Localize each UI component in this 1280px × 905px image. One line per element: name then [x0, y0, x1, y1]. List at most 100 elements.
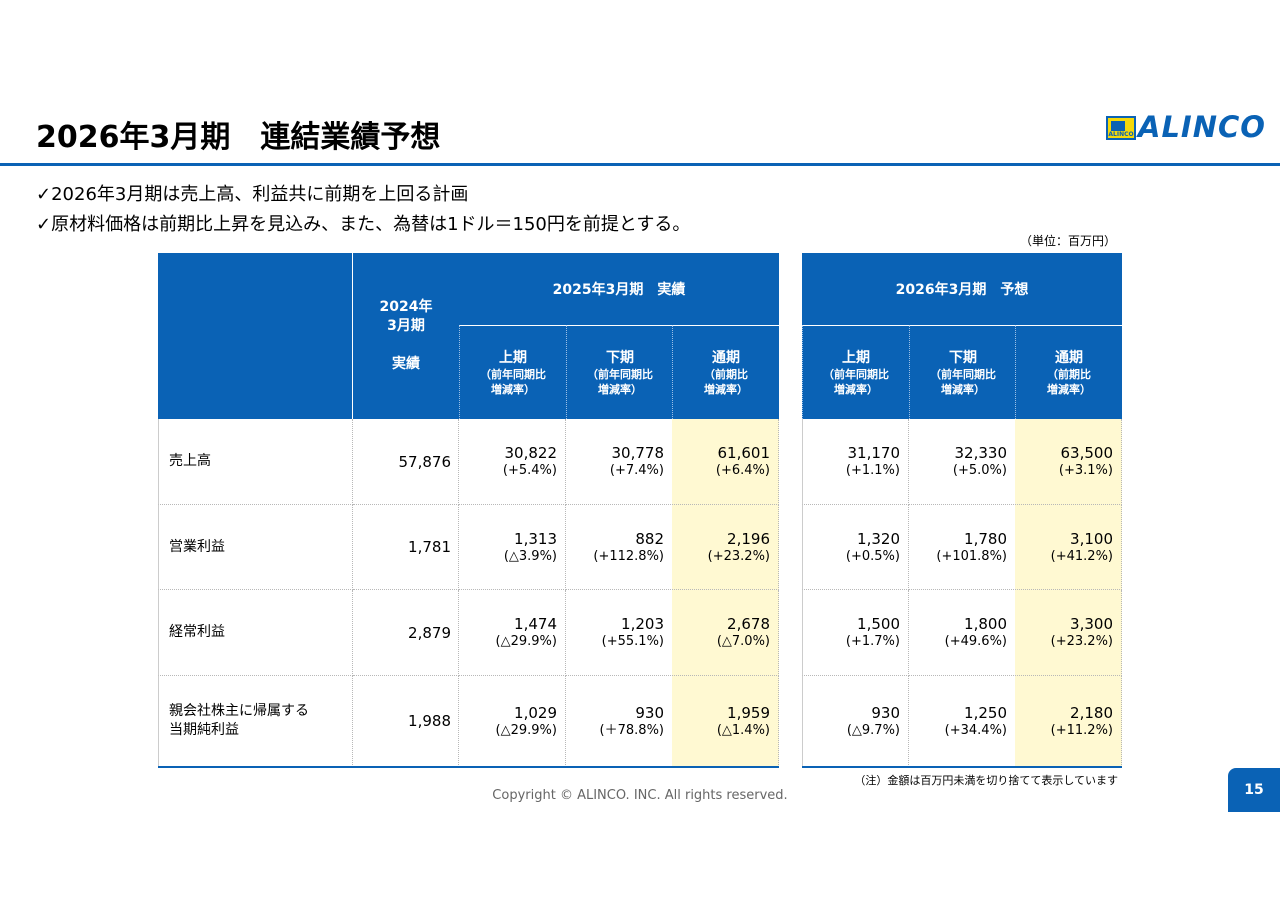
sub-header-name: 下期	[949, 349, 977, 366]
sub-header-name: 通期	[712, 349, 740, 366]
value: 30,822	[504, 444, 558, 462]
footnote: （注）金額は百万円未満を切り捨てて表示しています	[854, 774, 1118, 787]
sub-header-note: 増減率）	[491, 382, 535, 396]
sub-header-note: （前年同期比	[480, 367, 546, 381]
page-number: 15	[1228, 768, 1280, 812]
change: (+5.0%)	[952, 463, 1007, 478]
change: (+0.5%)	[845, 548, 900, 564]
value: 32,330	[954, 444, 1008, 462]
change: (+1.1%)	[845, 463, 900, 478]
value-cell: 1,203 (+55.1%)	[566, 590, 673, 676]
value-cell: 63,500 (+3.1%)	[1015, 419, 1122, 505]
sub-header-name: 上期	[842, 349, 870, 366]
value-cell: 30,778 (+7.4%)	[566, 419, 673, 505]
change: (△29.9%)	[495, 634, 557, 649]
change: (△1.4%)	[716, 722, 770, 738]
sub-header-name: 下期	[606, 349, 634, 366]
bullet: ✓2026年3月期は売上高、利益共に前期を上回る計画	[36, 184, 469, 205]
sub-header-name: 上期	[499, 349, 527, 366]
table-bottom-rule	[158, 766, 779, 768]
header-text: 実績	[392, 356, 420, 372]
value-cell: 31,170 (+1.1%)	[802, 419, 909, 505]
value: 1,250	[964, 703, 1007, 722]
change: (+3.1%)	[1058, 463, 1113, 478]
change: (+23.2%)	[707, 548, 770, 564]
sub-header: 下期 （前年同期比 増減率）	[566, 325, 673, 419]
value-cell: 1,800 (+49.6%)	[909, 590, 1016, 676]
change: (+101.8%)	[936, 548, 1007, 564]
slide-title: 2026年3月期 連結業績予想	[36, 120, 441, 155]
value: 61,601	[717, 444, 771, 462]
value-cell: 1,250 (+34.4%)	[909, 676, 1016, 767]
row-label-text: 当期純利益	[169, 722, 239, 738]
value-cell: 2,678 (△7.0%)	[672, 590, 779, 676]
sub-header-note: 増減率）	[834, 382, 878, 396]
value-cell: 3,100 (+41.2%)	[1015, 505, 1122, 590]
value: 930	[871, 703, 900, 722]
value-cell: 1,320 (+0.5%)	[802, 505, 909, 590]
change: (＋78.8%)	[599, 722, 664, 738]
bullet: ✓原材料価格は前期比上昇を見込み、また、為替は1ドル＝150円を前提とする。	[36, 214, 691, 235]
group-header: 2026年3月期 予想	[802, 253, 1122, 325]
row-label: 営業利益	[158, 505, 353, 590]
value-cell: 1,959 (△1.4%)	[672, 676, 779, 767]
value-cell: 1,313 (△3.9%)	[459, 505, 566, 590]
row-label-text: 営業利益	[169, 538, 225, 555]
change: (+55.1%)	[601, 634, 664, 649]
sub-header-note: （前期比	[1047, 367, 1091, 381]
value-cell: 3,300 (+23.2%)	[1015, 590, 1122, 676]
fy2024-value: 2,879	[353, 590, 459, 676]
row-label-text: 売上高	[169, 453, 211, 469]
change: (+7.4%)	[609, 463, 664, 478]
change: (+6.4%)	[715, 463, 770, 478]
change: (△3.9%)	[503, 548, 557, 564]
sub-header-note: （前年同期比	[587, 367, 653, 381]
value-cell: 30,822 (+5.4%)	[459, 419, 566, 505]
value: 1,474	[514, 615, 557, 633]
sub-header-note: （前年同期比	[823, 367, 889, 381]
header-cell: 2024年 3月期実績	[353, 253, 459, 419]
table-bottom-rule	[802, 766, 1122, 768]
fy2024-value: 57,876	[353, 419, 459, 505]
change: (+23.2%)	[1050, 634, 1113, 649]
logo-icon-text: ALINCO	[1108, 131, 1134, 138]
value: 63,500	[1060, 444, 1114, 462]
sub-header-note: 増減率）	[941, 382, 985, 396]
value: 1,800	[964, 615, 1007, 633]
value-cell: 930 (＋78.8%)	[566, 676, 673, 767]
value-cell: 1,029 (△29.9%)	[459, 676, 566, 767]
copyright: Copyright © ALINCO. INC. All rights rese…	[492, 788, 788, 803]
header-text: 2024年	[379, 299, 433, 315]
value: 31,170	[847, 444, 901, 462]
sub-header: 通期 （前期比 増減率）	[672, 325, 779, 419]
sub-header-note: 増減率）	[704, 382, 748, 396]
change: (+49.6%)	[944, 634, 1007, 649]
value-cell: 2,180 (+11.2%)	[1015, 676, 1122, 767]
change: (+11.2%)	[1050, 722, 1113, 738]
unit-note: （単位：百万円）	[1019, 234, 1116, 248]
logo-icon-shape	[1111, 121, 1125, 131]
value: 1,959	[727, 703, 770, 722]
value-cell: 930 (△9.7%)	[802, 676, 909, 767]
value-cell: 32,330 (+5.0%)	[909, 419, 1016, 505]
header-cell	[158, 253, 352, 419]
title-rule	[0, 163, 1280, 166]
sub-header-note: 増減率）	[598, 382, 642, 396]
sub-header-note: （前期比	[704, 367, 748, 381]
header-text: 3月期	[387, 318, 425, 334]
value-cell: 882 (+112.8%)	[566, 505, 673, 590]
value: 1,313	[514, 529, 557, 548]
value: 2,196	[727, 529, 770, 548]
sub-header-note: 増減率）	[1047, 382, 1091, 396]
change: (+34.4%)	[944, 722, 1007, 738]
logo-icon: ALINCO	[1106, 116, 1136, 140]
change: (+112.8%)	[593, 548, 664, 564]
group-header: 2025年3月期 実績	[459, 253, 779, 325]
sub-header-name: 通期	[1055, 349, 1083, 366]
row-label: 売上高	[158, 419, 353, 505]
change: (+1.7%)	[845, 634, 900, 649]
fy2024-value: 1,988	[353, 676, 459, 767]
sub-header: 下期 （前年同期比 増減率）	[909, 325, 1016, 419]
sub-header-note: （前年同期比	[930, 367, 996, 381]
